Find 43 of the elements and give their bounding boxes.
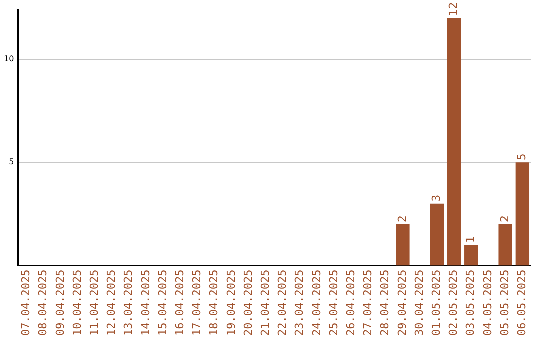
bar	[516, 162, 530, 266]
data-label: 1	[464, 236, 478, 244]
x-tick-label: 23.04.2025	[293, 270, 306, 336]
x-tick-label: 28.04.2025	[378, 270, 392, 336]
x-tick-label: 04.05.2025	[481, 270, 494, 336]
x-tick-label: 25.04.2025	[327, 270, 340, 336]
x-tick-label: 06.05.2025	[516, 270, 529, 336]
x-tick-label: 10.04.2025	[70, 270, 84, 336]
x-tick-label: 29.04.2025	[396, 270, 409, 336]
x-tick-label: 17.04.2025	[190, 270, 204, 336]
data-label: 2	[396, 216, 409, 223]
x-tick-label: 11.04.2025	[88, 270, 101, 336]
data-label: 12	[447, 2, 460, 16]
x-tick-label: 24.04.2025	[310, 270, 324, 336]
data-label: 3	[430, 194, 444, 202]
x-tick-label: 07.04.2025	[20, 270, 33, 336]
bar	[498, 224, 512, 266]
x-tick-label: 01.05.2025	[430, 270, 444, 336]
x-tick-label: 22.04.2025	[276, 270, 290, 336]
x-tick-label: 08.04.2025	[36, 270, 50, 336]
x-tick-label: 27.04.2025	[362, 270, 375, 336]
x-tick-label: 13.04.2025	[122, 270, 136, 336]
x-tick-label: 21.04.2025	[259, 270, 272, 336]
data-label: 5	[516, 154, 529, 161]
bar	[464, 245, 478, 266]
x-tick-label: 15.04.2025	[156, 270, 170, 336]
y-tick-label: 10	[4, 54, 14, 64]
x-tick-label: 16.04.2025	[174, 270, 186, 336]
bar	[430, 204, 444, 266]
x-tick-label: 20.04.2025	[242, 270, 255, 336]
bar	[447, 18, 462, 266]
x-tick-label: 03.05.2025	[464, 270, 478, 336]
x-tick-label: 30.04.2025	[412, 270, 426, 336]
x-tick-label: 26.04.2025	[344, 270, 358, 336]
x-tick-label: 09.04.2025	[54, 270, 67, 336]
x-tick-label: 14.04.2025	[139, 270, 152, 336]
bar	[396, 224, 410, 266]
data-label: 2	[498, 216, 512, 223]
x-tick-label: 02.05.2025	[447, 270, 460, 336]
x-tick-label: 19.04.2025	[224, 270, 238, 336]
x-tick-label: 05.05.2025	[498, 270, 512, 336]
x-tick-label: 18.04.2025	[208, 270, 221, 336]
x-tick-label: 12.04.2025	[105, 270, 118, 336]
